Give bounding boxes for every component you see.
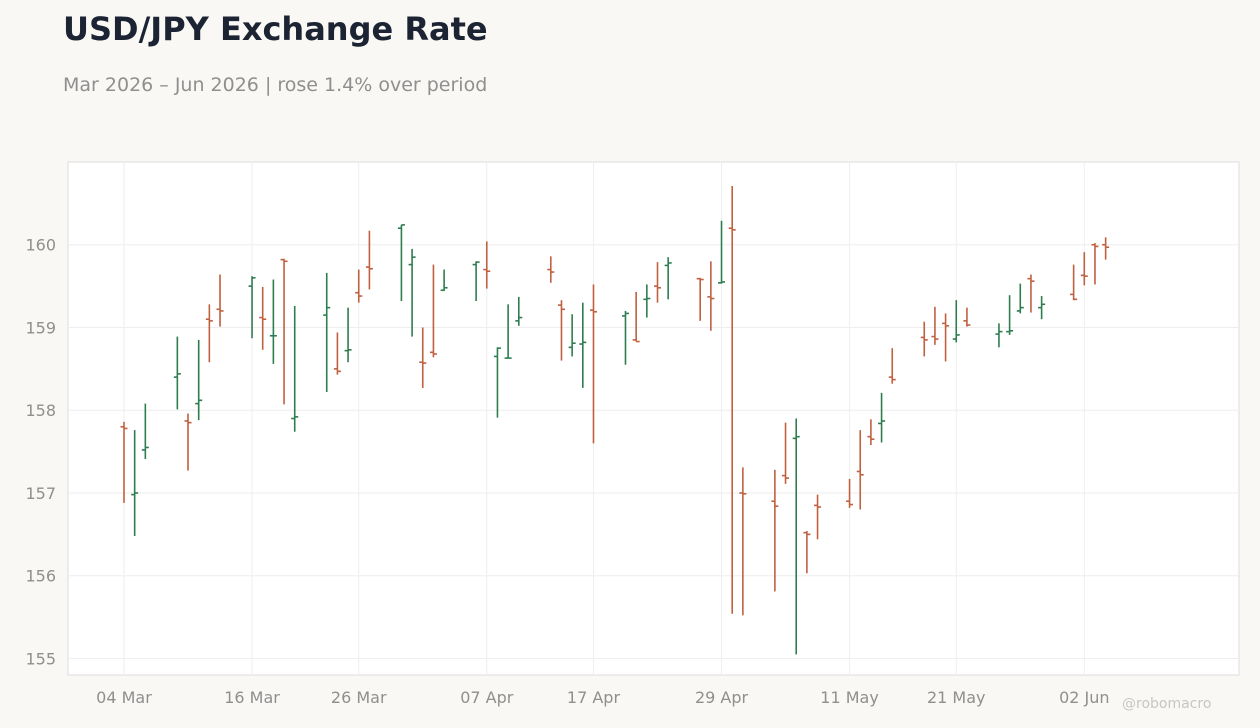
ohlc-bar: [568, 314, 576, 357]
ohlc-bar: [259, 286, 267, 350]
ohlc-bar: [920, 321, 928, 357]
ohlc-bar: [472, 261, 480, 302]
y-tick-label: 156: [25, 567, 56, 586]
ohlc-bar: [654, 262, 661, 303]
x-tick-label: 21 May: [927, 688, 986, 707]
ohlc-bar: [205, 304, 213, 363]
ohlc-bar: [515, 296, 523, 326]
ohlc-bar: [803, 531, 811, 574]
ohlc-bar: [1027, 274, 1035, 313]
ohlc-bar: [323, 272, 331, 393]
watermark: @robomacro: [1122, 696, 1212, 712]
ohlc-bar: [408, 248, 416, 337]
ohlc-bar: [504, 304, 512, 359]
ohlc-bar: [952, 300, 960, 343]
ohlc-bar: [589, 284, 597, 444]
ohlc-bar: [1006, 295, 1014, 335]
ohlc-bar: [493, 347, 501, 418]
ohlc-bar: [1016, 283, 1024, 314]
ohlc-bar: [718, 220, 726, 284]
x-axis: 04 Mar 16 Mar 26 Mar 07 Apr 17 Apr 29 Apr 11 M…: [96, 688, 1109, 707]
ohlc-bar: [397, 224, 405, 302]
ohlc-bar: [963, 307, 971, 327]
ohlc-bar: [216, 274, 224, 327]
ohlc-bar: [269, 279, 277, 364]
x-tick-label: 26 Mar: [331, 688, 387, 707]
x-tick-label: 16 Mar: [224, 688, 280, 707]
ohlc-bar: [632, 291, 640, 343]
ohlc-bar: [942, 313, 950, 362]
y-tick-label: 160: [25, 236, 56, 255]
ohlc-bars: [120, 185, 1110, 655]
ohlc-bar: [280, 258, 288, 405]
ohlc-bar: [184, 413, 192, 471]
y-tick-label: 158: [25, 401, 56, 420]
ohlc-bar: [173, 336, 181, 410]
ohlc-bar: [664, 257, 672, 300]
y-tick-label: 157: [25, 484, 56, 503]
ohlc-bar: [547, 256, 555, 283]
ohlc-bar: [728, 185, 736, 614]
plot-area: [67, 161, 1240, 676]
ohlc-bar: [429, 264, 437, 358]
ohlc-bar: [878, 392, 886, 443]
ohlc-bar: [995, 323, 1003, 348]
ohlc-bar: [355, 269, 363, 303]
ohlc-bar: [365, 230, 373, 290]
ohlc-bar: [856, 430, 864, 510]
ohlc-bar: [931, 306, 939, 345]
x-tick-label: 11 May: [820, 688, 879, 707]
x-tick-label: 17 Apr: [567, 688, 621, 707]
y-tick-label: 159: [25, 318, 56, 337]
ohlc-bar: [1080, 252, 1088, 286]
y-axis: 155 156 157 158 159 160: [25, 236, 56, 669]
ohlc-bar: [621, 310, 629, 365]
ohlc-bar: [131, 430, 139, 536]
ohlc-bar: [440, 269, 448, 292]
x-tick-label: 07 Apr: [460, 688, 514, 707]
ohlc-bar: [1091, 243, 1099, 285]
ohlc-bar: [120, 421, 128, 503]
ohlc-bar: [195, 339, 203, 421]
x-tick-label: 04 Mar: [96, 688, 152, 707]
ohlc-bar: [771, 469, 779, 592]
ohlc-bar: [782, 422, 790, 484]
ohlc-bar: [483, 241, 491, 289]
x-tick-label: 29 Apr: [695, 688, 749, 707]
ohlc-bar: [141, 403, 149, 460]
ohlc-bar: [1038, 296, 1046, 320]
ohlc-bar: [344, 307, 352, 363]
ohlc-bar: [248, 276, 256, 339]
x-tick-label: 02 Jun: [1059, 688, 1109, 707]
ohlc-bar: [579, 302, 587, 388]
ohlc-bar: [1102, 237, 1110, 260]
ohlc-bar: [1070, 264, 1078, 301]
ohlc-bar: [333, 332, 341, 375]
y-tick-label: 155: [25, 649, 56, 668]
ohlc-bar: [792, 418, 800, 655]
ohlc-bar: [557, 300, 565, 361]
ohlc-bar: [814, 494, 822, 540]
ohlc-bar: [291, 305, 299, 432]
ohlc-bar: [846, 478, 854, 508]
ohlc-bar: [739, 467, 747, 616]
ohlc-bar: [707, 261, 715, 331]
chart-subtitle: Mar 2026 – Jun 2026 | rose 1.4% over per…: [63, 74, 488, 96]
ohlc-bar: [643, 284, 651, 318]
chart-title: USD/JPY Exchange Rate: [63, 10, 488, 48]
ohlc-bar: [696, 277, 704, 321]
ohlc-bar: [867, 419, 875, 445]
ohlc-bar: [888, 348, 896, 384]
ohlc-bar: [419, 327, 427, 388]
